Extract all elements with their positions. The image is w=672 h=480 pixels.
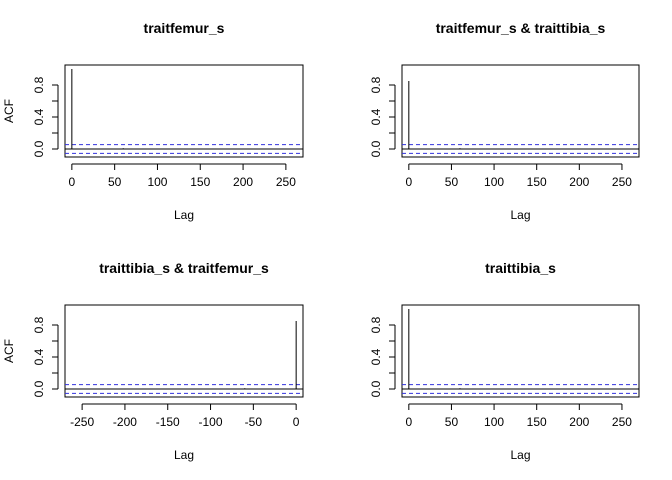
x-tick-label: 150 (190, 175, 210, 189)
y-tick-label: 0.8 (369, 316, 383, 333)
x-tick-label: -200 (113, 415, 137, 429)
y-tick-label: 0.8 (369, 76, 383, 93)
x-tick-label: 200 (569, 415, 589, 429)
x-tick-label: 0 (293, 415, 300, 429)
x-tick-label: 200 (569, 175, 589, 189)
x-axis-label: Lag (174, 448, 194, 462)
plot-frame (64, 64, 304, 158)
x-tick-label: 0 (405, 415, 412, 429)
x-tick-label: 50 (108, 175, 122, 189)
x-tick-label: -150 (156, 415, 180, 429)
x-tick-label: 50 (445, 175, 459, 189)
acf-panel-4: traittibia_s 0 50 100 150 200 250 Lag 0.0 0.4 0.8 (369, 260, 640, 462)
y-tick-label: 0.4 (32, 108, 46, 125)
x-axis-label: Lag (510, 448, 530, 462)
y-tick-label: 0.0 (369, 380, 383, 397)
y-tick-label: 0.4 (369, 348, 383, 365)
y-axis-label: ACF (2, 339, 16, 363)
x-tick-label: -100 (199, 415, 223, 429)
x-tick-label: 100 (484, 415, 504, 429)
plot-frame (401, 64, 640, 158)
x-tick-label: -250 (70, 415, 94, 429)
x-tick-label: 0 (69, 175, 76, 189)
acf-panel-2: traitfemur_s & traittibia_s 0 50 100 150 200 2… (369, 20, 640, 222)
y-tick-label: 0.8 (32, 316, 46, 333)
x-tick-label: -50 (245, 415, 263, 429)
x-tick-label: 250 (612, 415, 632, 429)
y-tick-label: 0.4 (32, 348, 46, 365)
y-tick-label: 0.8 (32, 76, 46, 93)
x-tick-label: 150 (527, 175, 547, 189)
acf-panel-3: traittibia_s & traitfemur_s -250 -200 -150 -… (2, 260, 304, 462)
plot-frame (64, 304, 304, 398)
chart-title: traitfemur_s (144, 20, 225, 36)
y-tick-label: 0.0 (32, 380, 46, 397)
x-axis-label: Lag (510, 208, 530, 222)
chart-title: traittibia_s & traitfemur_s (99, 260, 269, 276)
x-tick-label: 200 (233, 175, 253, 189)
y-tick-label: 0.4 (369, 108, 383, 125)
y-tick-label: 0.0 (32, 140, 46, 157)
x-tick-label: 250 (276, 175, 296, 189)
x-tick-label: 50 (445, 415, 459, 429)
x-tick-label: 100 (484, 175, 504, 189)
chart-title: traitfemur_s & traittibia_s (436, 20, 606, 36)
chart-title: traittibia_s (485, 260, 556, 276)
acf-panel-1: traitfemur_s 0 50 100 150 200 250 Lag 0.0 0.4 0.8 A… (2, 20, 304, 222)
x-tick-label: 0 (405, 175, 412, 189)
y-axis-label: ACF (2, 99, 16, 123)
y-tick-label: 0.0 (369, 140, 383, 157)
x-axis-label: Lag (174, 208, 194, 222)
x-tick-label: 250 (612, 175, 632, 189)
x-tick-label: 150 (527, 415, 547, 429)
plot-frame (401, 304, 640, 398)
x-tick-label: 100 (147, 175, 167, 189)
